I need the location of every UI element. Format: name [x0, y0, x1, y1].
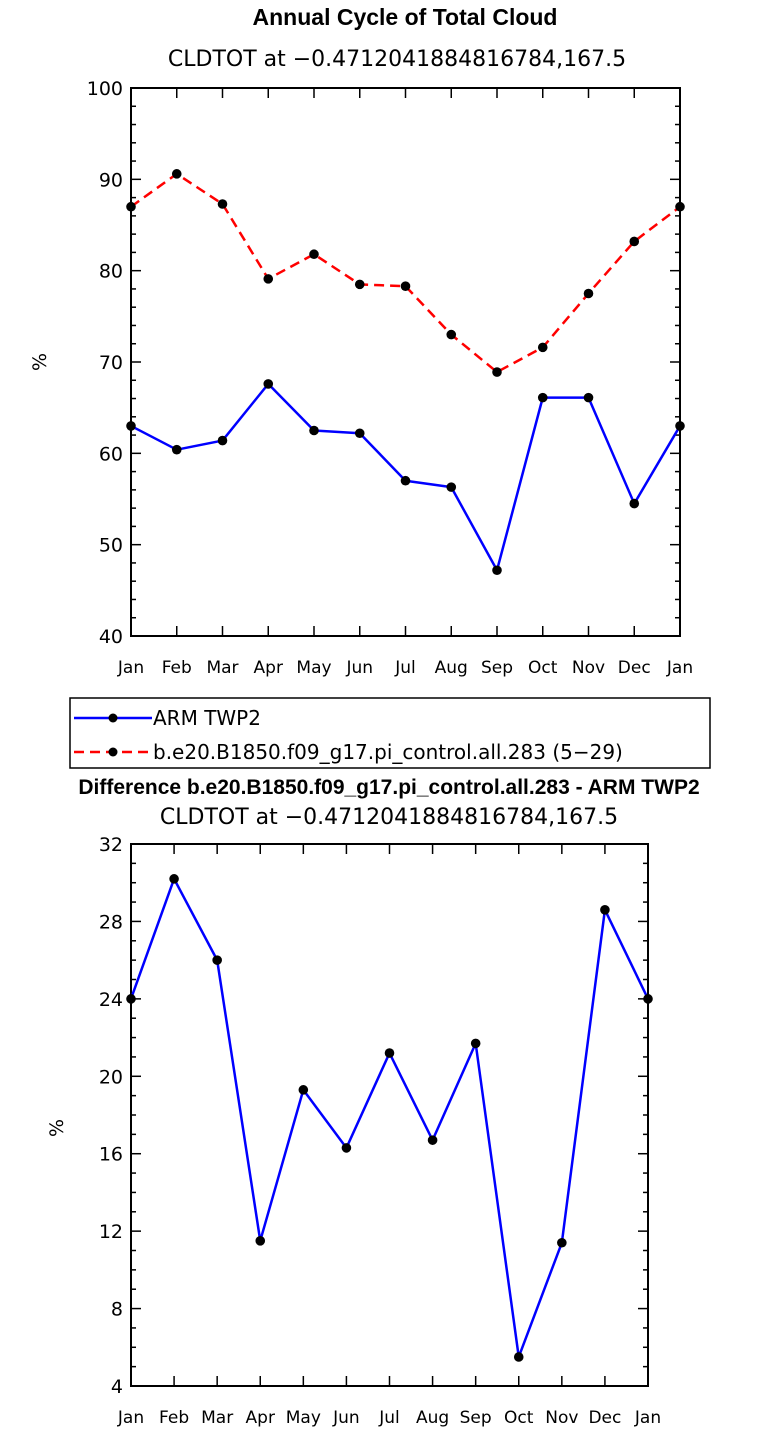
chart2-xtick-label: May	[286, 1408, 321, 1428]
chart1-xtick-label: Jan	[666, 658, 693, 678]
chart1-xtick-label: Aug	[435, 658, 468, 678]
chart2-series-0-point	[255, 1236, 266, 1246]
chart1-series-0-point	[675, 421, 685, 431]
chart1-title: Annual Cycle of Total Cloud	[253, 4, 558, 30]
chart2-series-0-point	[298, 1085, 309, 1095]
legend-marker-model	[108, 747, 118, 757]
chart2-series-0-line	[129, 877, 650, 1359]
chart2-xtick-label: Oct	[504, 1408, 534, 1428]
legend: ARM TWP2 b.e20.B1850.f09_g17.pi_control.…	[69, 697, 711, 769]
chart2-xtick-label: Mar	[201, 1408, 233, 1428]
chart2-xtick-label: Apr	[246, 1408, 275, 1428]
legend-label-model: b.e20.B1850.f09_g17.pi_control.all.283 (…	[153, 740, 623, 764]
chart2-ytick-label: 20	[99, 1066, 123, 1088]
chart1-ytick-label: 50	[99, 535, 123, 557]
chart2-frame	[130, 843, 649, 1387]
chart1-series-1-point	[217, 199, 228, 209]
chart2-ytick-label: 32	[99, 834, 123, 856]
chart1-xtick-label: Oct	[528, 658, 558, 678]
chart1-xtick-label: Sep	[481, 658, 513, 678]
chart2-ytick-label: 16	[99, 1144, 123, 1166]
chart2-series-0-point	[470, 1038, 481, 1049]
chart2-ytick-label: 12	[99, 1221, 123, 1243]
chart1-series-0-point	[583, 392, 594, 403]
legend-label-arm-twp2: ARM TWP2	[153, 706, 261, 730]
chart2-xtick-label: Jan	[634, 1408, 661, 1428]
chart1-ytick-label: 80	[99, 261, 123, 283]
chart2-series-0-point	[341, 1143, 352, 1153]
chart2-series-0-point	[557, 1237, 567, 1248]
chart1-series-0-point	[354, 428, 365, 439]
chart1-series-0-point	[309, 425, 319, 436]
chart2-xtick-label: Nov	[545, 1408, 578, 1428]
chart1-series-0-point	[629, 498, 640, 509]
chart2-ytick-label: 24	[99, 989, 123, 1011]
chart1-series-1-point	[354, 279, 365, 290]
chart1-ytick-label: 90	[99, 169, 123, 191]
chart1-xtick-label: Dec	[618, 658, 651, 678]
chart1-series-0-point	[492, 565, 502, 576]
chart1-series-1-point	[309, 249, 319, 260]
legend-marker-arm-twp2	[108, 713, 118, 723]
chart2-ytick-label: 8	[111, 1299, 123, 1321]
chart1-series-0-point	[171, 444, 182, 455]
chart2-ytick-label: 4	[111, 1376, 123, 1398]
chart1-series-1-line	[130, 172, 681, 374]
chart2-title: Difference b.e20.B1850.f09_g17.pi_contro…	[78, 776, 699, 799]
chart1-series-1-point	[446, 329, 457, 340]
chart1-xtick-label: Apr	[254, 658, 283, 678]
chart2-series-0-point	[600, 905, 610, 915]
chart2-series-0-point	[126, 994, 136, 1004]
chart1-xtick-label: Jul	[394, 658, 416, 678]
chart1-xtick-label: Nov	[572, 658, 605, 678]
chart1-subtitle: CLDTOT at −0.4712041884816784,167.5	[168, 47, 626, 72]
chart2-subtitle: CLDTOT at −0.4712041884816784,167.5	[160, 805, 618, 830]
chart2-ytick-label: 28	[99, 911, 123, 933]
chart1-series-1-point	[583, 288, 594, 299]
chart1-ytick-label: 100	[87, 78, 123, 100]
chart1-series-0-point	[217, 435, 228, 446]
chart2-ylabel: %	[46, 1119, 68, 1137]
chart1-ylabel: %	[29, 353, 51, 371]
chart1-series-1-point	[629, 236, 640, 247]
chart2-series-0-point	[212, 955, 222, 965]
chart1-ytick-label: 40	[99, 626, 123, 648]
chart2-xtick-label: Jan	[117, 1408, 144, 1428]
chart2-series-0-point	[169, 874, 179, 884]
legend-box	[69, 697, 711, 769]
chart1-series-1-point	[171, 169, 182, 179]
chart2-xtick-label: Jun	[332, 1408, 360, 1428]
chart2-series-0-point	[427, 1135, 438, 1145]
chart2-xtick-label: Sep	[460, 1408, 492, 1428]
chart1-xtick-label: May	[296, 658, 331, 678]
chart1-series-1-point	[492, 367, 502, 377]
chart1-series-0-point	[400, 475, 411, 486]
chart1-series-1-point	[126, 201, 136, 212]
chart1-frame	[130, 87, 681, 637]
chart2-xtick-label: Aug	[416, 1408, 449, 1428]
chart1-xtick-label: Feb	[162, 658, 192, 678]
chart1-series-1-point	[537, 342, 548, 353]
chart1-series-0-point	[263, 379, 274, 389]
chart1-series-0-point	[446, 482, 457, 492]
chart1-series-0-point	[126, 421, 136, 431]
chart2-series-0-point	[643, 994, 653, 1004]
chart1-series-1-point	[675, 201, 685, 212]
chart1-series-1-point	[263, 274, 274, 284]
chart2-series-0-point	[384, 1048, 395, 1058]
chart1-xtick-label: Jan	[117, 658, 144, 678]
chart1-xtick-label: Jun	[345, 658, 373, 678]
chart2-xtick-label: Dec	[588, 1408, 621, 1428]
chart2-xtick-label: Feb	[159, 1408, 189, 1428]
chart1-series-0-point	[537, 392, 548, 403]
chart1-ytick-label: 60	[99, 443, 123, 465]
chart1-series-1-point	[400, 281, 411, 291]
chart2-xtick-label: Jul	[378, 1408, 400, 1428]
chart1-plot: 40 50 60 70 80 90 100 Jan Feb Mar Apr May Jun Jul Aug S…	[87, 78, 693, 678]
chart2-series-0-point	[513, 1352, 524, 1362]
chart1-xtick-label: Mar	[206, 658, 238, 678]
chart1-ytick-label: 70	[99, 352, 123, 374]
chart2-plot: 4 8 12 16 20 24 28 32 Jan Feb Mar Apr May Jun Jul Aug Se…	[99, 834, 661, 1428]
